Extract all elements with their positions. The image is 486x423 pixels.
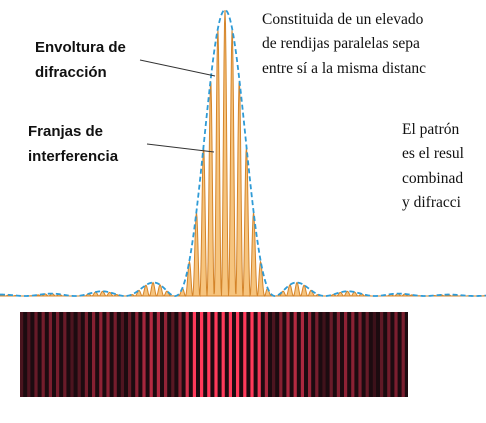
label: Franjas de (28, 123, 103, 140)
stripe (42, 312, 45, 397)
page: {"labels": {"envelope": ["Envoltura de",… (0, 0, 486, 423)
stripe (358, 312, 361, 397)
stripe (114, 312, 117, 397)
body-text: de rendijas paralelas sepa (262, 35, 420, 52)
stripe (200, 312, 203, 397)
stripe (56, 312, 59, 397)
label: difracción (35, 64, 107, 81)
stripe (308, 312, 311, 397)
stripe (301, 312, 304, 397)
label: Envoltura de (35, 39, 126, 56)
stripe (207, 312, 210, 397)
label: interferencia (28, 148, 119, 165)
stripe (286, 312, 289, 397)
stripe (402, 312, 405, 397)
body-text: y difracci (402, 194, 462, 211)
body-text: El patrón (402, 121, 459, 138)
stripe (258, 312, 261, 397)
stripe (20, 312, 23, 397)
stripe (92, 312, 95, 397)
body-text: Constituida de un elevado (262, 11, 424, 28)
body-text: es el resul (402, 145, 464, 162)
stripe (265, 312, 268, 397)
stripe (337, 312, 340, 397)
stripe (178, 312, 181, 397)
stripe (186, 312, 189, 397)
stripe (135, 312, 138, 397)
stripe (294, 312, 297, 397)
stripe (272, 312, 275, 397)
stripe (366, 312, 369, 397)
stripe (164, 312, 167, 397)
stripe (351, 312, 354, 397)
stripe (171, 312, 174, 397)
stripe (121, 312, 124, 397)
stripe (150, 312, 153, 397)
stripe (243, 312, 246, 397)
stripe (193, 312, 196, 397)
stripe (229, 312, 232, 397)
stripe (49, 312, 52, 397)
stripe (99, 312, 102, 397)
body-text: entre sí a la misma distanc (262, 60, 426, 77)
stripe (315, 312, 318, 397)
stripe (250, 312, 253, 397)
stripe (380, 312, 383, 397)
stripe (330, 312, 333, 397)
body-text: combinad (402, 170, 463, 187)
stripe (236, 312, 239, 397)
stripe (128, 312, 131, 397)
stripe (34, 312, 37, 397)
stripe (214, 312, 217, 397)
figure: Envoltura de difracción Franjas de inter… (0, 0, 486, 423)
stripe (344, 312, 347, 397)
stripe (279, 312, 282, 397)
stripe (387, 312, 390, 397)
stripe (157, 312, 160, 397)
stripe (222, 312, 225, 397)
stripe (142, 312, 145, 397)
stripe (70, 312, 73, 397)
stripe (394, 312, 397, 397)
stripe (63, 312, 66, 397)
stripe (85, 312, 88, 397)
stripe (78, 312, 81, 397)
stripe (27, 312, 30, 397)
stripe (106, 312, 109, 397)
stripe (373, 312, 376, 397)
stripe (322, 312, 325, 397)
pointer-line (140, 60, 215, 76)
